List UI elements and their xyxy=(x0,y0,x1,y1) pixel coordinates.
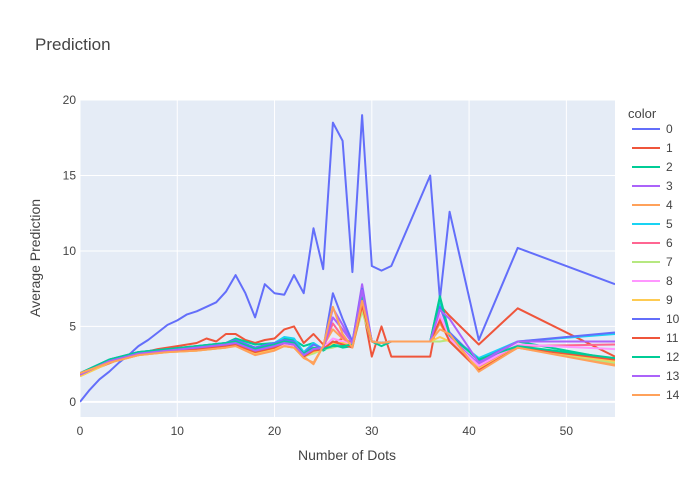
y-tick-labels: 0 5 10 15 20 xyxy=(63,93,77,409)
x-tick-label: 30 xyxy=(365,424,379,438)
legend-label-11: 11 xyxy=(666,331,679,345)
legend-label-7: 7 xyxy=(666,255,673,269)
legend-label-1: 1 xyxy=(666,141,673,155)
x-tick-label: 20 xyxy=(268,424,282,438)
series-line-14 xyxy=(80,299,615,375)
y-tick-label: 5 xyxy=(69,319,76,333)
x-axis-title: Number of Dots xyxy=(298,447,396,463)
series-line-1 xyxy=(80,302,615,376)
legend-label-9: 9 xyxy=(666,293,673,307)
y-tick-label: 20 xyxy=(63,93,77,107)
grid-lines xyxy=(79,99,615,417)
legend-label-8: 8 xyxy=(666,274,673,288)
series-lines xyxy=(80,114,615,403)
x-tick-label: 50 xyxy=(560,424,574,438)
x-tick-label: 10 xyxy=(171,424,185,438)
legend-label-3: 3 xyxy=(666,179,673,193)
legend-title: color xyxy=(628,106,657,121)
x-tick-label: 0 xyxy=(77,424,84,438)
series-line-12 xyxy=(80,296,615,375)
x-tick-labels: 0 10 20 30 40 50 xyxy=(77,424,574,438)
legend-label-14: 14 xyxy=(666,388,680,402)
y-axis-title: Average Prediction xyxy=(27,199,43,317)
legend-label-6: 6 xyxy=(666,236,673,250)
y-tick-label: 0 xyxy=(69,395,76,409)
legend-label-12: 12 xyxy=(666,350,680,364)
plot-area xyxy=(80,100,615,417)
legend-label-5: 5 xyxy=(666,217,673,231)
legend-label-0: 0 xyxy=(666,122,673,136)
legend-label-2: 2 xyxy=(666,160,673,174)
legend-label-4: 4 xyxy=(666,198,673,212)
y-tick-label: 10 xyxy=(63,244,77,258)
series-line-0 xyxy=(80,114,615,403)
y-tick-label: 15 xyxy=(63,168,77,182)
chart-title: Prediction xyxy=(35,35,111,54)
legend-label-13: 13 xyxy=(666,369,680,383)
legend-label-10: 10 xyxy=(666,312,680,326)
x-tick-label: 40 xyxy=(462,424,476,438)
